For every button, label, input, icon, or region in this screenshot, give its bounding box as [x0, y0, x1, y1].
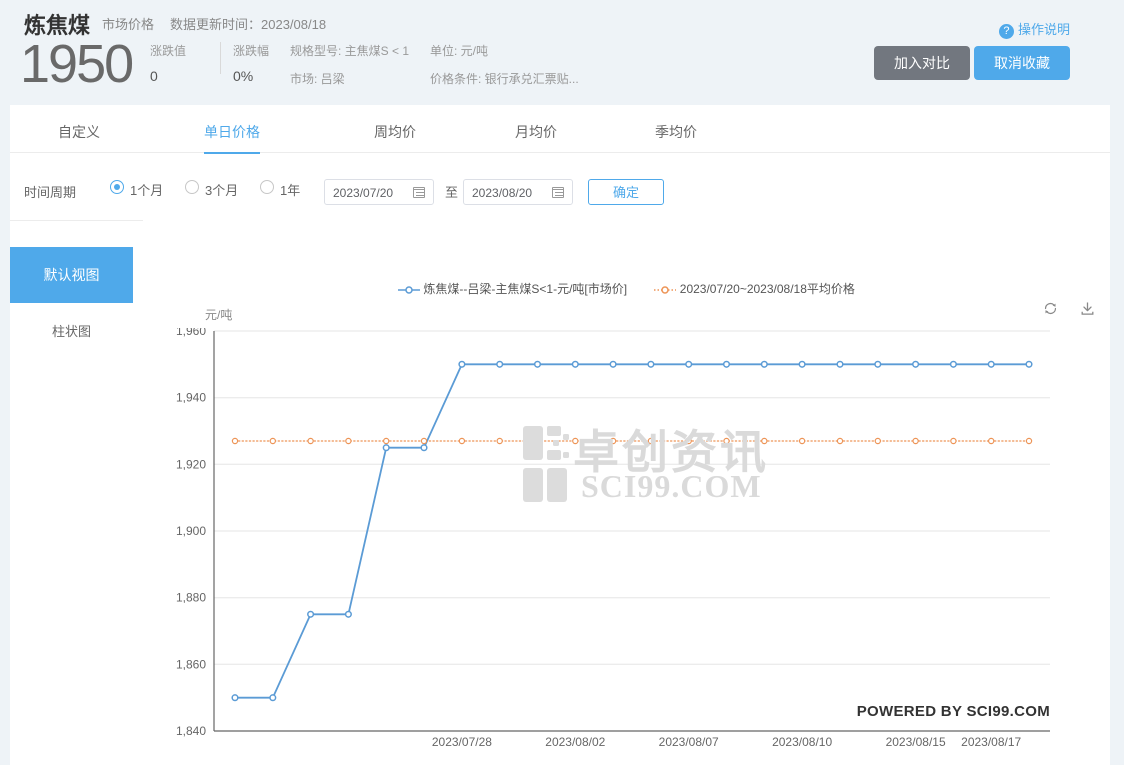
- svg-text:2023/08/02: 2023/08/02: [545, 735, 605, 748]
- svg-text:1,840: 1,840: [176, 724, 206, 738]
- svg-text:2023/08/15: 2023/08/15: [886, 735, 946, 748]
- svg-text:1,920: 1,920: [176, 457, 206, 471]
- svg-text:2023/08/17: 2023/08/17: [961, 735, 1021, 748]
- svg-text:1,900: 1,900: [176, 524, 206, 538]
- svg-text:1,940: 1,940: [176, 391, 206, 405]
- svg-text:2023/07/28: 2023/07/28: [432, 735, 492, 748]
- svg-text:2023/08/10: 2023/08/10: [772, 735, 832, 748]
- svg-text:1,880: 1,880: [176, 591, 206, 605]
- svg-text:1,960: 1,960: [176, 328, 206, 338]
- svg-text:1,860: 1,860: [176, 657, 206, 671]
- svg-text:2023/08/07: 2023/08/07: [659, 735, 719, 748]
